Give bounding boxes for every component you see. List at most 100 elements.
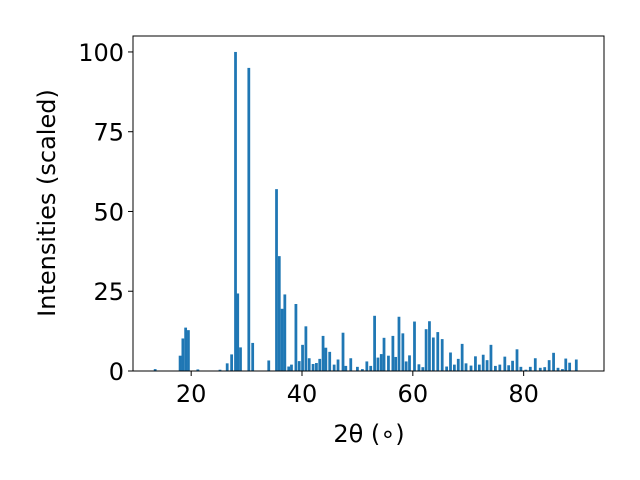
y-tick-label: 50 <box>93 198 124 226</box>
bar <box>485 360 489 371</box>
bar <box>321 335 325 371</box>
y-tick-label: 100 <box>78 39 124 67</box>
bar <box>456 358 460 371</box>
bar <box>413 321 416 371</box>
bar <box>332 364 336 371</box>
x-tick-label: 80 <box>508 380 539 408</box>
bar <box>247 67 251 372</box>
bar <box>376 357 380 371</box>
bar <box>528 366 532 371</box>
bar <box>511 360 514 371</box>
bar <box>421 367 425 371</box>
bar <box>401 333 405 371</box>
bar <box>301 344 304 371</box>
bar <box>277 256 281 371</box>
bar <box>552 352 555 371</box>
bar <box>397 316 401 371</box>
bar <box>524 369 528 371</box>
bar <box>440 339 444 371</box>
bar <box>178 355 182 371</box>
bar <box>391 335 395 371</box>
bar <box>184 327 188 371</box>
bar <box>519 366 523 371</box>
x-axis-label: 2θ (∘) <box>333 420 404 448</box>
bar <box>234 51 237 371</box>
x-axis-ticks: 20 40 60 80 <box>176 371 539 408</box>
bar <box>538 367 542 371</box>
bar <box>417 364 421 371</box>
bar <box>297 361 301 371</box>
bar <box>498 364 502 371</box>
bar <box>290 364 293 371</box>
bar <box>382 337 386 371</box>
bar <box>341 332 345 371</box>
bar <box>153 369 157 371</box>
bar <box>225 363 229 371</box>
bar <box>187 330 190 371</box>
bar <box>564 358 568 371</box>
x-tick-label: 60 <box>398 380 429 408</box>
bar <box>453 364 456 371</box>
bar <box>318 358 322 371</box>
bar <box>469 365 473 371</box>
bar <box>287 366 291 371</box>
bar <box>344 365 348 371</box>
bar <box>315 363 318 371</box>
plot-frame <box>132 35 605 372</box>
bar <box>196 369 200 371</box>
bar <box>424 329 428 371</box>
bar <box>515 349 519 371</box>
bar <box>311 363 315 371</box>
bar <box>387 355 390 371</box>
bar <box>251 342 255 371</box>
y-tick-label: 25 <box>93 278 124 306</box>
x-tick-label: 20 <box>176 380 207 408</box>
bar <box>431 337 435 371</box>
bar <box>369 365 373 371</box>
bar <box>507 365 511 371</box>
bar <box>236 293 240 371</box>
bar <box>494 365 497 371</box>
bar <box>561 369 564 371</box>
bar <box>328 351 332 371</box>
bar <box>294 304 298 371</box>
bar <box>373 315 376 371</box>
x-tick-label: 40 <box>287 380 318 408</box>
bar-series <box>153 51 578 372</box>
bar <box>280 308 284 371</box>
bar <box>436 332 440 371</box>
bar <box>449 352 452 371</box>
y-axis-ticks: 0 25 50 75 100 <box>78 39 133 386</box>
bar <box>304 326 308 371</box>
bar <box>556 367 560 371</box>
bar <box>477 364 481 371</box>
bar <box>356 366 359 371</box>
y-axis-label: Intensities (scaled) <box>33 89 61 317</box>
bar <box>230 354 234 371</box>
bar <box>283 294 287 371</box>
bar <box>324 347 328 371</box>
bar <box>336 359 340 371</box>
bar <box>275 189 278 371</box>
bar <box>568 362 572 371</box>
bar <box>543 367 547 371</box>
bar <box>503 356 507 371</box>
bar <box>379 354 383 371</box>
bar <box>349 358 353 371</box>
bar <box>460 343 464 371</box>
bar <box>404 361 408 371</box>
bar <box>428 321 431 371</box>
bar <box>239 347 242 371</box>
bar <box>394 356 398 371</box>
bar <box>267 360 271 371</box>
bar <box>307 358 311 371</box>
bar <box>474 356 477 371</box>
bar <box>361 369 364 371</box>
y-tick-label: 75 <box>93 119 124 147</box>
bar <box>181 338 185 371</box>
bar <box>408 355 411 371</box>
bar <box>464 363 468 371</box>
bar <box>445 366 449 371</box>
y-tick-label: 0 <box>109 358 124 386</box>
